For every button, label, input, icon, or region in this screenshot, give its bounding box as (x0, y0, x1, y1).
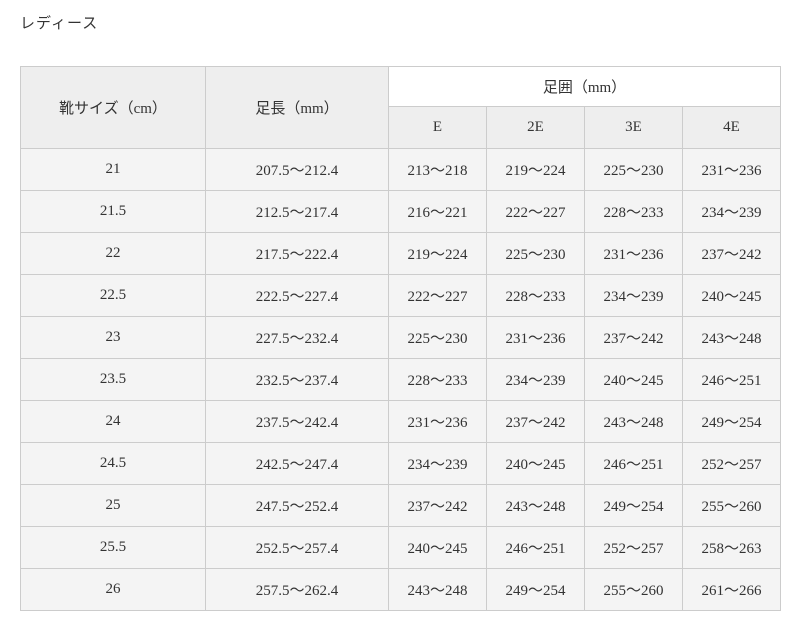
width-2e-cell: 246〜251 (486, 526, 585, 569)
shoe-size-cell: 22 (20, 232, 206, 275)
width-e-cell: 225〜230 (388, 316, 487, 359)
shoe-size-cell: 24.5 (20, 442, 206, 485)
width-e-cell: 228〜233 (388, 358, 487, 401)
womens-shoe-size-table: 靴サイズ（cm） 足長（mm） 足囲（mm） E 2E 3E 4E 21 207.… (20, 65, 782, 611)
size-table-header: 靴サイズ（cm） 足長（mm） 足囲（mm） E 2E 3E 4E (20, 65, 782, 149)
width-3e-cell: 237〜242 (584, 316, 683, 359)
width-3e-cell: 246〜251 (584, 442, 683, 485)
width-4e-cell: 243〜248 (681, 316, 782, 359)
foot-length-cell: 222.5〜227.4 (205, 274, 389, 317)
foot-length-cell: 237.5〜242.4 (205, 400, 389, 443)
width-4e-cell: 255〜260 (681, 484, 782, 527)
size-row: 23 227.5〜232.4 225〜230 231〜236 237〜242 243〜24… (20, 316, 782, 359)
size-row: 21 207.5〜212.4 213〜218 219〜224 225〜230 231〜23… (20, 148, 782, 191)
width-2e-cell: 237〜242 (486, 400, 585, 443)
shoe-size-cell: 23 (20, 316, 206, 359)
shoe-size-column-header: 靴サイズ（cm） (20, 66, 206, 149)
width-3e-cell: 231〜236 (584, 232, 683, 275)
foot-length-cell: 242.5〜247.4 (205, 442, 389, 485)
foot-length-cell: 207.5〜212.4 (205, 148, 389, 191)
size-row: 25.5 252.5〜257.4 240〜245 246〜251 252〜257 258〜… (20, 526, 782, 569)
width-3e-cell: 252〜257 (584, 526, 683, 569)
width-3e-cell: 225〜230 (584, 148, 683, 191)
foot-length-cell: 247.5〜252.4 (205, 484, 389, 527)
width-2e-cell: 249〜254 (486, 568, 585, 611)
shoe-size-cell: 21 (20, 148, 206, 191)
shoe-size-cell: 26 (20, 568, 206, 611)
shoe-size-cell: 23.5 (20, 358, 206, 401)
width-4e-cell: 252〜257 (681, 442, 782, 485)
width-2e-cell: 243〜248 (486, 484, 585, 527)
width-4e-cell: 246〜251 (681, 358, 782, 401)
width-4e-cell: 249〜254 (681, 400, 782, 443)
size-row: 22.5 222.5〜227.4 222〜227 228〜233 234〜239 240〜… (20, 274, 782, 317)
width-e-cell: 243〜248 (388, 568, 487, 611)
width-e-cell: 237〜242 (388, 484, 487, 527)
width-3e-cell: 240〜245 (584, 358, 683, 401)
width-4e-cell: 234〜239 (681, 190, 782, 233)
shoe-size-cell: 24 (20, 400, 206, 443)
width-2e-cell: 234〜239 (486, 358, 585, 401)
shoe-size-cell: 21.5 (20, 190, 206, 233)
foot-length-cell: 252.5〜257.4 (205, 526, 389, 569)
width-4e-cell: 240〜245 (681, 274, 782, 317)
width-2e-cell: 240〜245 (486, 442, 585, 485)
width-4e-cell: 261〜266 (681, 568, 782, 611)
width-2e-cell: 219〜224 (486, 148, 585, 191)
width-2e-header: 2E (486, 106, 585, 149)
width-2e-cell: 228〜233 (486, 274, 585, 317)
header-row-top: 靴サイズ（cm） 足長（mm） 足囲（mm） (20, 65, 782, 149)
width-e-cell: 216〜221 (388, 190, 487, 233)
size-row: 26 257.5〜262.4 243〜248 249〜254 255〜260 261〜26… (20, 568, 782, 611)
width-e-cell: 219〜224 (388, 232, 487, 275)
width-4e-cell: 237〜242 (681, 232, 782, 275)
page-title: レディース (20, 15, 99, 32)
width-4e-cell: 231〜236 (681, 148, 782, 191)
width-2e-cell: 222〜227 (486, 190, 585, 233)
width-3e-header: 3E (584, 106, 683, 149)
foot-length-cell: 257.5〜262.4 (205, 568, 389, 611)
width-2e-cell: 225〜230 (486, 232, 585, 275)
width-2e-cell: 231〜236 (486, 316, 585, 359)
foot-circumference-group-header: 足囲（mm） (387, 65, 782, 108)
size-row: 22 217.5〜222.4 219〜224 225〜230 231〜236 237〜24… (20, 232, 782, 275)
width-e-cell: 234〜239 (388, 442, 487, 485)
width-e-cell: 213〜218 (388, 148, 487, 191)
foot-length-cell: 232.5〜237.4 (205, 358, 389, 401)
width-3e-cell: 243〜248 (584, 400, 683, 443)
foot-length-cell: 217.5〜222.4 (205, 232, 389, 275)
width-3e-cell: 234〜239 (584, 274, 683, 317)
width-e-cell: 222〜227 (388, 274, 487, 317)
width-e-cell: 240〜245 (388, 526, 487, 569)
shoe-size-cell: 25.5 (20, 526, 206, 569)
width-4e-cell: 258〜263 (681, 526, 782, 569)
width-3e-cell: 249〜254 (584, 484, 683, 527)
shoe-size-cell: 22.5 (20, 274, 206, 317)
shoe-size-cell: 25 (20, 484, 206, 527)
width-4e-header: 4E (681, 106, 782, 149)
width-e-header: E (388, 106, 487, 149)
size-row: 24.5 242.5〜247.4 234〜239 240〜245 246〜251 252〜… (20, 442, 782, 485)
size-row: 24 237.5〜242.4 231〜236 237〜242 243〜248 249〜25… (20, 400, 782, 443)
size-row: 23.5 232.5〜237.4 228〜233 234〜239 240〜245 246〜… (20, 358, 782, 401)
foot-length-column-header: 足長（mm） (205, 66, 389, 149)
foot-length-cell: 212.5〜217.4 (205, 190, 389, 233)
width-3e-cell: 228〜233 (584, 190, 683, 233)
size-table-body: 21 207.5〜212.4 213〜218 219〜224 225〜230 231〜23… (20, 148, 782, 611)
size-row: 21.5 212.5〜217.4 216〜221 222〜227 228〜233 234〜… (20, 190, 782, 233)
foot-length-cell: 227.5〜232.4 (205, 316, 389, 359)
width-e-cell: 231〜236 (388, 400, 487, 443)
header-row-widths: E 2E 3E 4E (21, 106, 782, 149)
width-3e-cell: 255〜260 (584, 568, 683, 611)
size-row: 25 247.5〜252.4 237〜242 243〜248 249〜254 255〜26… (20, 484, 782, 527)
